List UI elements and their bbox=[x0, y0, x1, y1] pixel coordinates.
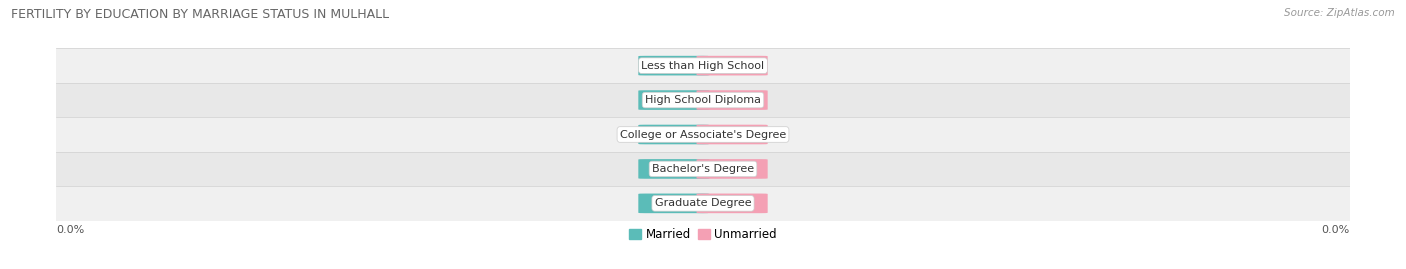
Text: Bachelor's Degree: Bachelor's Degree bbox=[652, 164, 754, 174]
Text: Graduate Degree: Graduate Degree bbox=[655, 198, 751, 208]
Text: 0.0%: 0.0% bbox=[659, 198, 689, 208]
FancyBboxPatch shape bbox=[696, 90, 768, 110]
Bar bbox=[56, 48, 1350, 83]
FancyBboxPatch shape bbox=[696, 194, 768, 213]
FancyBboxPatch shape bbox=[696, 125, 768, 144]
Text: College or Associate's Degree: College or Associate's Degree bbox=[620, 129, 786, 140]
Text: 0.0%: 0.0% bbox=[717, 95, 747, 105]
Text: 0.0%: 0.0% bbox=[659, 129, 689, 140]
Bar bbox=[56, 83, 1350, 117]
Text: Less than High School: Less than High School bbox=[641, 61, 765, 71]
Bar bbox=[56, 152, 1350, 186]
FancyBboxPatch shape bbox=[696, 56, 768, 75]
Bar bbox=[56, 186, 1350, 221]
FancyBboxPatch shape bbox=[638, 125, 710, 144]
FancyBboxPatch shape bbox=[696, 159, 768, 179]
Text: 0.0%: 0.0% bbox=[659, 61, 689, 71]
Text: 0.0%: 0.0% bbox=[56, 225, 84, 235]
Bar bbox=[56, 117, 1350, 152]
Text: 0.0%: 0.0% bbox=[717, 164, 747, 174]
Text: Source: ZipAtlas.com: Source: ZipAtlas.com bbox=[1284, 8, 1395, 18]
Text: 0.0%: 0.0% bbox=[1322, 225, 1350, 235]
FancyBboxPatch shape bbox=[638, 90, 710, 110]
Text: High School Diploma: High School Diploma bbox=[645, 95, 761, 105]
Text: 0.0%: 0.0% bbox=[717, 61, 747, 71]
Text: FERTILITY BY EDUCATION BY MARRIAGE STATUS IN MULHALL: FERTILITY BY EDUCATION BY MARRIAGE STATU… bbox=[11, 8, 389, 21]
FancyBboxPatch shape bbox=[638, 194, 710, 213]
FancyBboxPatch shape bbox=[638, 56, 710, 75]
Legend: Married, Unmarried: Married, Unmarried bbox=[624, 223, 782, 246]
Text: 0.0%: 0.0% bbox=[659, 95, 689, 105]
Text: 0.0%: 0.0% bbox=[717, 129, 747, 140]
Text: 0.0%: 0.0% bbox=[717, 198, 747, 208]
Text: 0.0%: 0.0% bbox=[659, 164, 689, 174]
FancyBboxPatch shape bbox=[638, 159, 710, 179]
